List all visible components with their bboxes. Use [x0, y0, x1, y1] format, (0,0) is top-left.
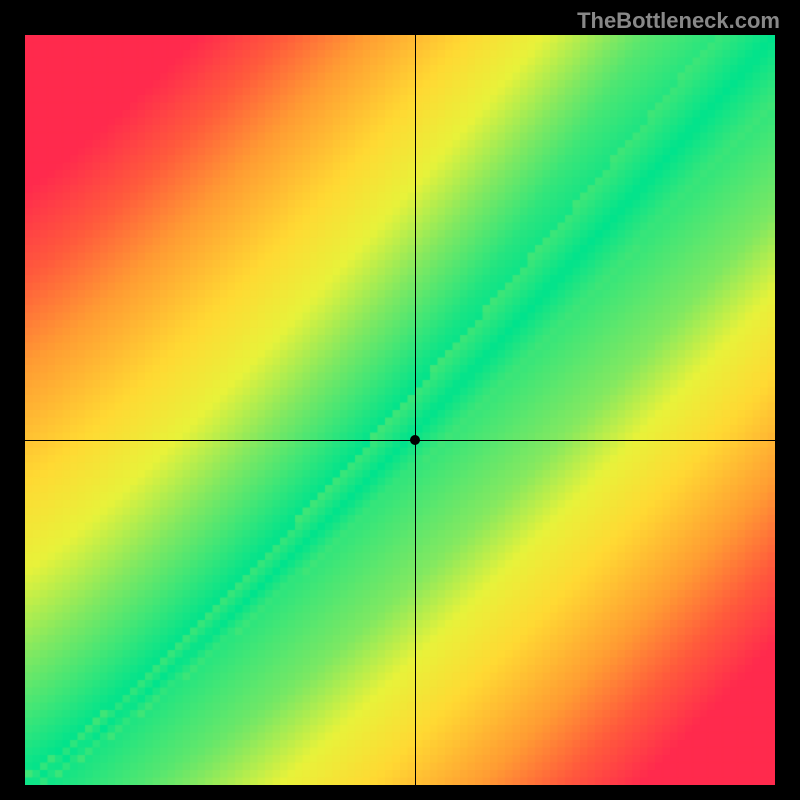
heatmap-canvas [25, 35, 775, 785]
bottleneck-heatmap [25, 35, 775, 785]
watermark-text: TheBottleneck.com [577, 8, 780, 34]
